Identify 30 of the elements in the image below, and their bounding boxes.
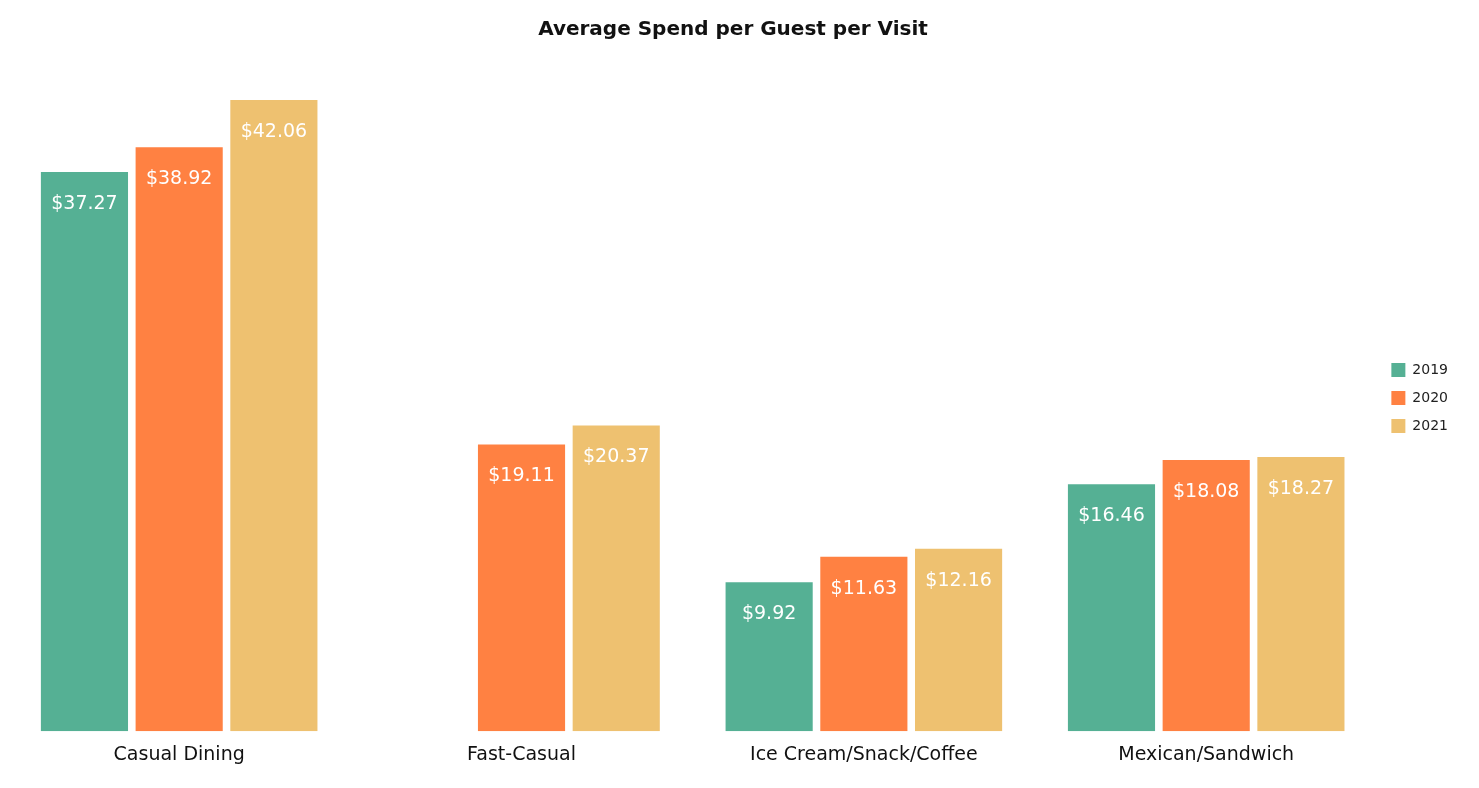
data-label: $18.08	[1172, 478, 1240, 501]
data-label: $16.46	[1078, 503, 1145, 526]
bar	[1067, 484, 1156, 732]
data-label: $42.06	[240, 119, 308, 142]
bar	[40, 171, 129, 732]
x-tick-label: Fast-Casual	[467, 741, 576, 764]
legend-label: 2021	[1412, 416, 1449, 433]
bar	[1257, 457, 1345, 732]
chart-title: Average Spend per Guest per Visit	[538, 16, 929, 41]
data-label: $18.27	[1267, 476, 1335, 499]
legend-label: 2020	[1412, 388, 1449, 405]
x-tick-label: Mexican/Sandwich	[1118, 741, 1295, 764]
bar	[572, 425, 660, 732]
data-label: $20.37	[582, 444, 650, 467]
bar	[135, 147, 223, 732]
x-tick-label: Ice Cream/Snack/Coffee	[750, 741, 978, 764]
data-label: $19.11	[488, 463, 555, 486]
bar	[915, 548, 1003, 732]
legend-label: 2019	[1412, 360, 1449, 377]
bar	[477, 444, 566, 732]
bar	[725, 582, 813, 732]
data-label: $37.27	[51, 190, 118, 213]
data-label: $38.92	[145, 166, 213, 189]
x-tick-label: Casual Dining	[113, 741, 245, 764]
bar	[1162, 459, 1250, 732]
data-label: $12.16	[925, 567, 992, 590]
bar	[820, 556, 908, 732]
data-label: $9.92	[741, 601, 797, 624]
bar	[230, 100, 318, 732]
data-label: $11.63	[830, 575, 898, 598]
